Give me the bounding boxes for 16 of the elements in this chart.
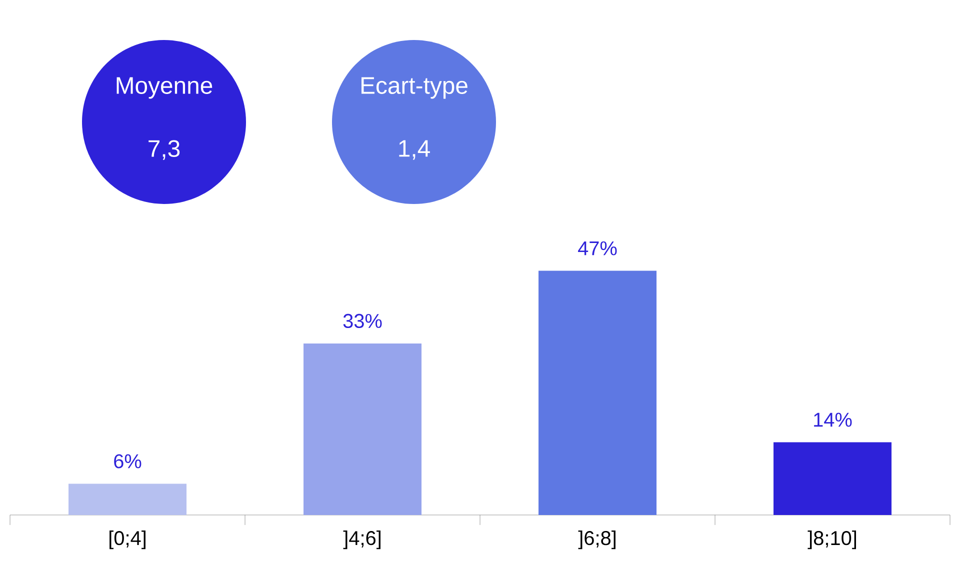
x-tick-label: ]6;8] [578, 530, 616, 550]
text: 7,3 [148, 140, 180, 160]
bar [68, 484, 187, 515]
data-label: 14% [814, 412, 852, 427]
data-label: 33% [343, 314, 382, 328]
data-label: 6% [114, 454, 142, 468]
bar [538, 270, 657, 515]
text: Ecart-type [361, 77, 468, 99]
text: 1,4 [399, 140, 430, 160]
x-tick-label: ]8;10] [808, 530, 856, 550]
text: Moyenne [116, 77, 212, 99]
bar [774, 442, 892, 515]
x-tick-label: [0;4] [110, 530, 146, 550]
bar [304, 344, 422, 515]
x-tick-label: ]4;6] [343, 530, 380, 550]
data-label: 47% [578, 241, 617, 256]
